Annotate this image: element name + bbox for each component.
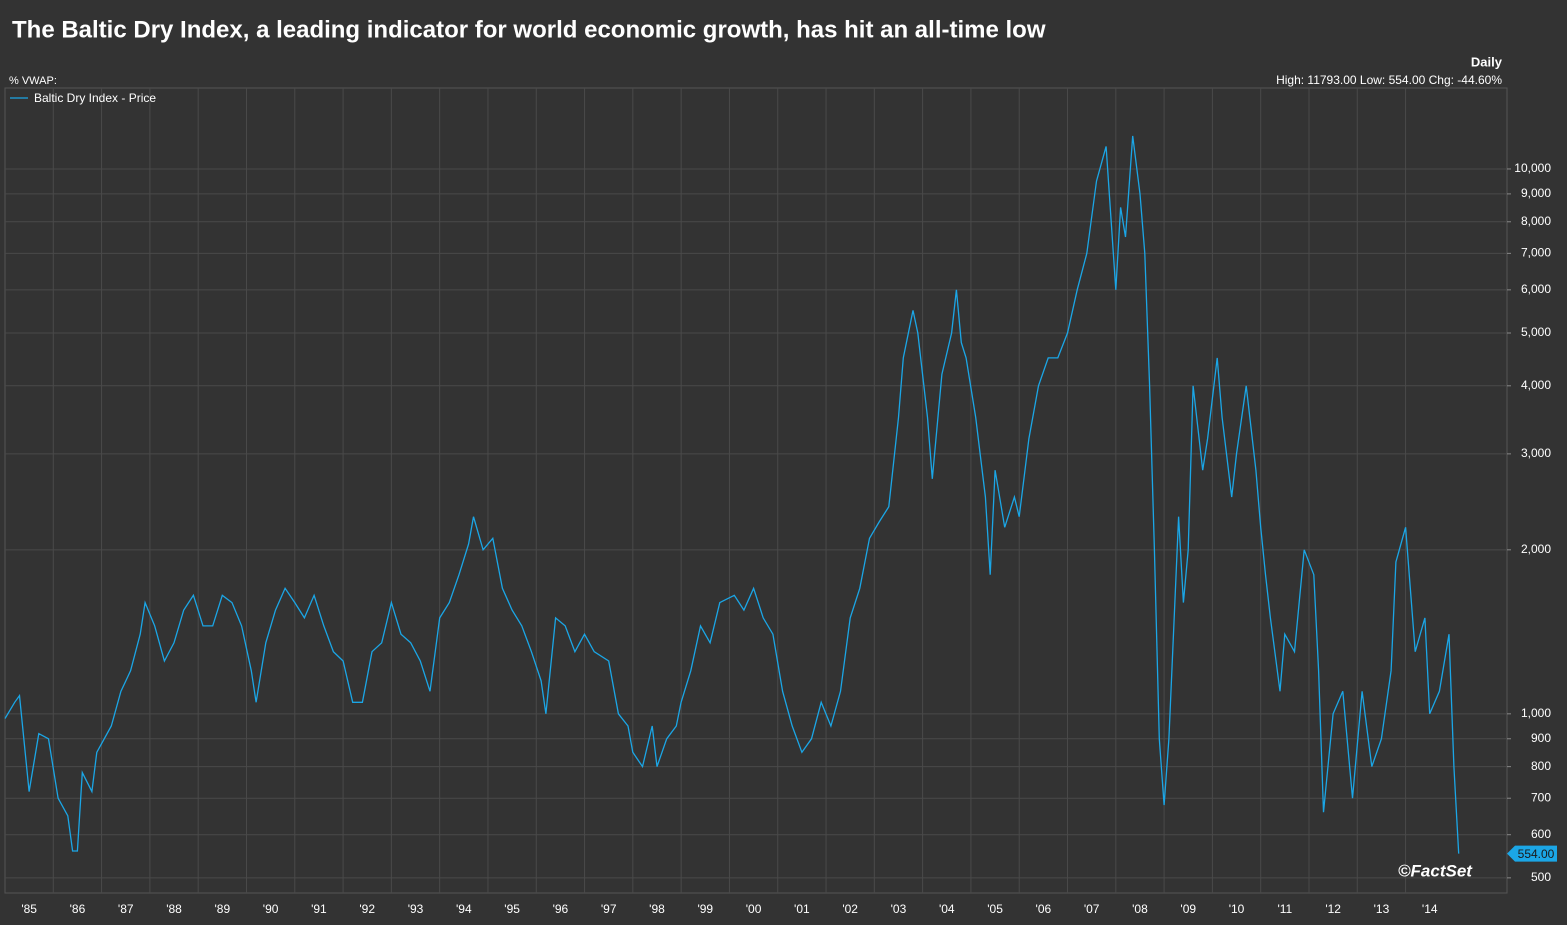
- x-tick-label: '05: [987, 902, 1003, 916]
- x-tick-label: '14: [1422, 902, 1438, 916]
- x-tick-label: '88: [166, 902, 182, 916]
- x-tick-label: '13: [1374, 902, 1390, 916]
- x-tick-label: '90: [263, 902, 279, 916]
- y-tick-label: 900: [1531, 731, 1551, 745]
- x-tick-label: '07: [1084, 902, 1100, 916]
- y-tick-label: 4,000: [1521, 378, 1551, 392]
- x-tick-label: '87: [118, 902, 134, 916]
- stats: High: 11793.00 Low: 554.00 Chg: -44.60%: [1276, 73, 1502, 87]
- y-tick-label: 6,000: [1521, 282, 1551, 296]
- y-tick-label: 600: [1531, 827, 1551, 841]
- y-tick-label: 9,000: [1521, 186, 1551, 200]
- x-tick-label: '08: [1132, 902, 1148, 916]
- x-tick-label: '94: [456, 902, 472, 916]
- y-tick-label: 8,000: [1521, 214, 1551, 228]
- last-value-tag: [1507, 845, 1557, 862]
- x-tick-label: '12: [1325, 902, 1341, 916]
- x-tick-label: '97: [601, 902, 617, 916]
- x-tick-label: '95: [504, 902, 520, 916]
- x-tick-label: '89: [215, 902, 231, 916]
- x-tick-label: '99: [697, 902, 713, 916]
- x-tick-label: '06: [1036, 902, 1052, 916]
- plot-frame: [4, 87, 1508, 894]
- x-tick-label: '91: [311, 902, 327, 916]
- x-tick-label: '00: [746, 902, 762, 916]
- x-tick-label: '03: [891, 902, 907, 916]
- legend-label: Baltic Dry Index - Price: [34, 91, 156, 105]
- price-line: [4, 135, 1460, 854]
- y-tick-label: 2,000: [1521, 542, 1551, 556]
- indicator: % VWAP:: [9, 75, 57, 87]
- x-tick-label: '10: [1229, 902, 1245, 916]
- x-tick-label: '85: [21, 902, 37, 916]
- source: ©FactSet: [1398, 861, 1473, 880]
- x-tick-label: '92: [359, 902, 375, 916]
- y-tick-label: 1,000: [1521, 706, 1551, 720]
- x-tick-label: '98: [649, 902, 665, 916]
- x-tick-label: '01: [794, 902, 810, 916]
- x-tick-label: '11: [1277, 902, 1292, 916]
- y-tick-label: 5,000: [1521, 325, 1551, 339]
- y-tick-label: 700: [1531, 790, 1551, 804]
- x-tick-label: '04: [939, 902, 955, 916]
- last-value-label: 554.00: [1518, 847, 1555, 861]
- y-tick-label: 3,000: [1521, 446, 1551, 460]
- x-tick-label: '86: [70, 902, 86, 916]
- x-tick-label: '02: [842, 902, 858, 916]
- y-tick-label: 800: [1531, 759, 1551, 773]
- x-tick-label: '93: [408, 902, 424, 916]
- y-tick-label: 500: [1531, 870, 1551, 884]
- chart-title: The Baltic Dry Index, a leading indicato…: [12, 16, 1046, 43]
- y-tick-label: 7,000: [1521, 246, 1551, 260]
- frequency: Daily: [1471, 54, 1503, 69]
- x-tick-label: '09: [1180, 902, 1196, 916]
- x-tick-label: '96: [553, 902, 569, 916]
- y-tick-label: 10,000: [1514, 161, 1551, 175]
